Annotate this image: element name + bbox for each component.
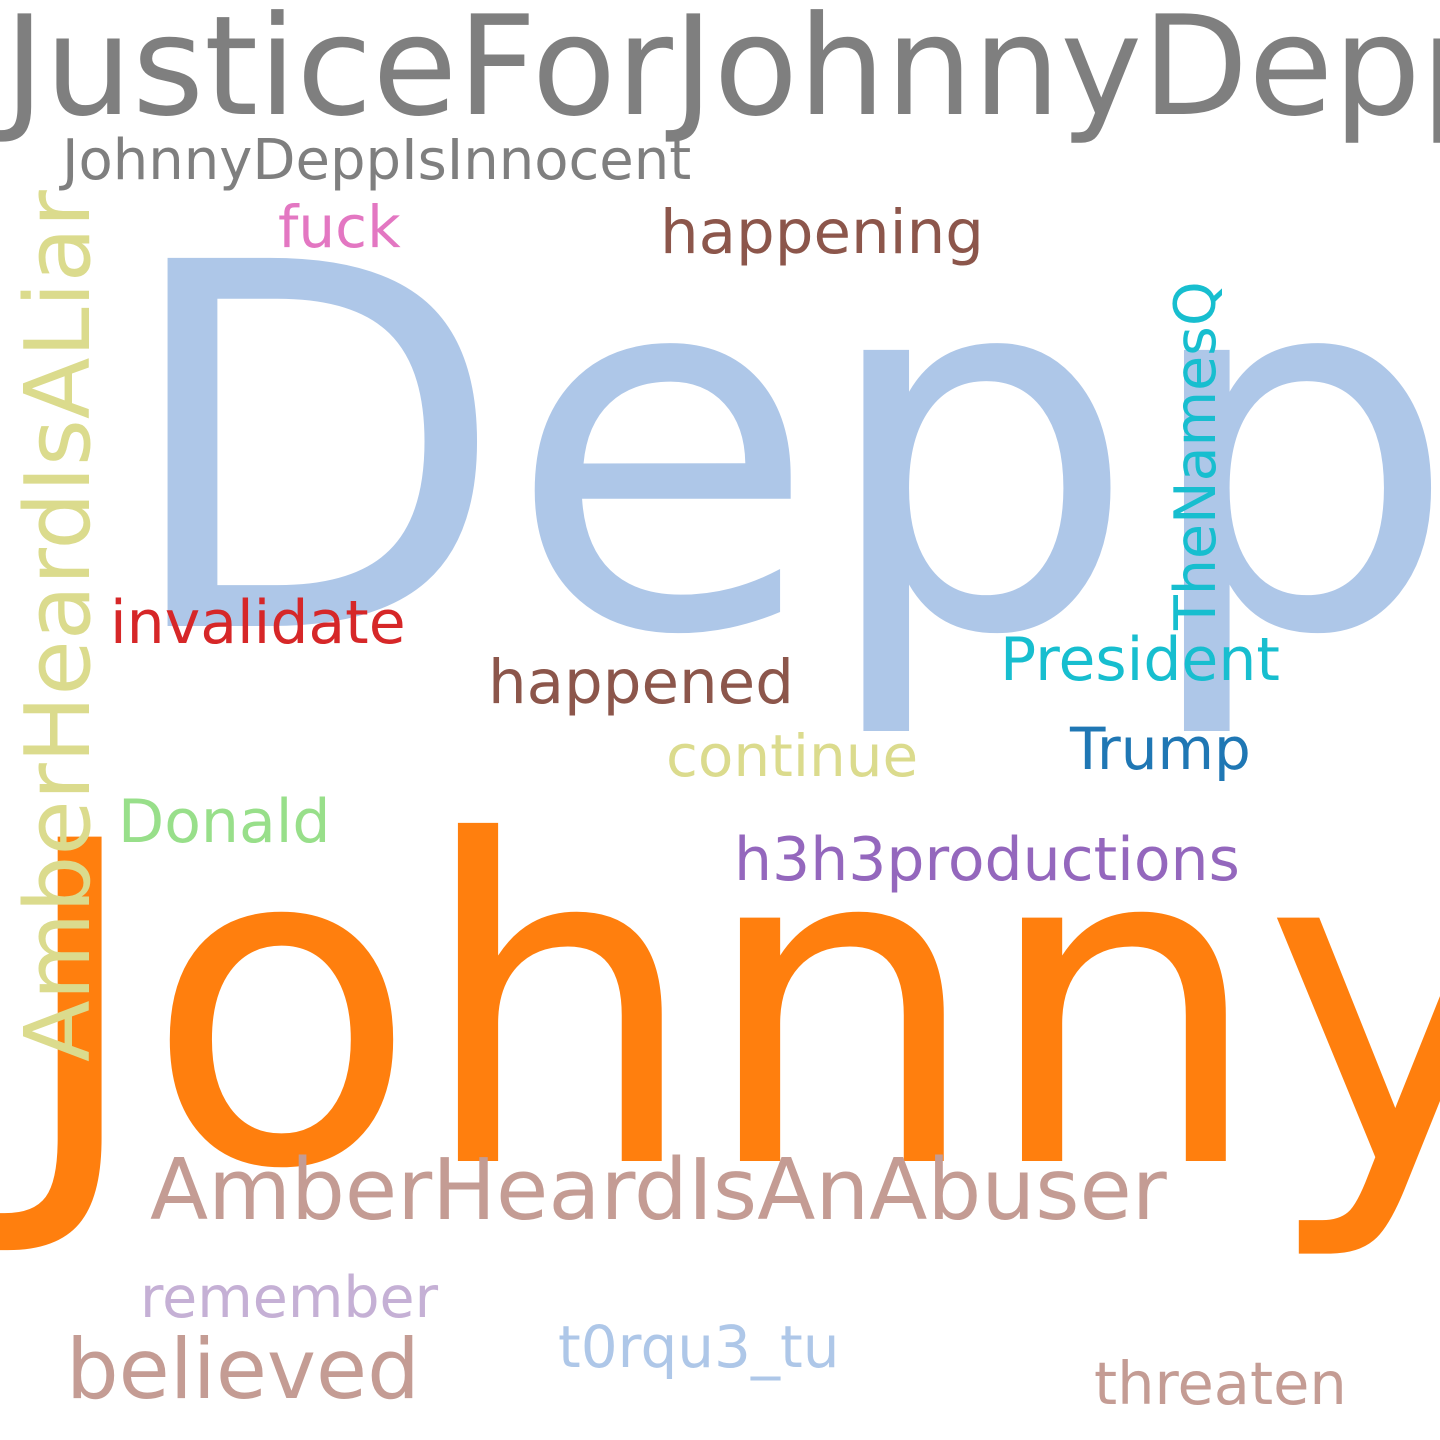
word-president: President	[1000, 625, 1280, 695]
word-threaten: threaten	[1094, 1349, 1347, 1418]
word-remember: remember	[140, 1265, 439, 1331]
word-fuck: fuck	[278, 193, 401, 261]
word-thenamesq: TheNamesQ	[1163, 281, 1229, 630]
word-happening: happening	[660, 197, 985, 268]
word-amberheardisanabuser: AmberHeardIsAnAbuser	[150, 1141, 1167, 1240]
word-t0rqu3-tu: t0rqu3_tu	[558, 1313, 840, 1381]
word-depp: Depp	[118, 158, 1440, 746]
word-amberheardisaliar: AmberHeardIsALiar	[6, 190, 111, 1062]
word-donald: Donald	[118, 787, 331, 857]
word-happened: happened	[488, 647, 794, 718]
word-johnny: Johnny	[14, 748, 1440, 1266]
word-believed: believed	[66, 1321, 420, 1418]
word-johnnydeppisinnocent: JohnnyDeppIsInnocent	[62, 128, 692, 193]
word-trump: Trump	[1070, 715, 1251, 783]
word-justiceforjohnnydepp: JusticeForJohnnyDepp	[4, 0, 1440, 147]
word-invalidate: invalidate	[110, 588, 406, 658]
word-continue: continue	[666, 722, 919, 790]
word-h3h3productions: h3h3productions	[734, 825, 1240, 895]
